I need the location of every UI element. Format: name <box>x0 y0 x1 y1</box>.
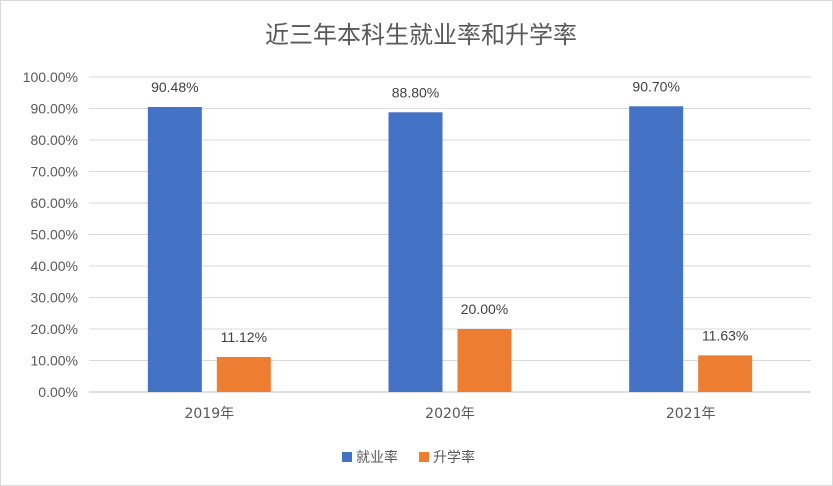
y-tick-label: 100.00% <box>23 69 78 85</box>
x-category-label: 2021年 <box>666 406 716 422</box>
x-axis-categories: 2019年 2020年 2021年 <box>185 406 716 422</box>
x-category-label: 2020年 <box>425 406 475 422</box>
data-label: 11.63% <box>702 327 748 343</box>
data-label: 88.80% <box>392 84 439 100</box>
y-tick-label: 30.00% <box>31 290 78 306</box>
legend: 就业率 升学率 <box>342 449 475 466</box>
y-tick-label: 40.00% <box>31 258 78 274</box>
y-tick-label: 10.00% <box>31 353 78 369</box>
y-axis-ticks: 0.00% 10.00% 20.00% 30.00% 40.00% 50.00% 60.00… <box>23 69 78 400</box>
chart-title: 近三年本科生就业率和升学率 <box>265 21 577 49</box>
y-tick-label: 50.00% <box>31 227 78 243</box>
bar-employment <box>629 106 684 393</box>
data-label: 20.00% <box>461 301 508 317</box>
y-tick-label: 80.00% <box>31 132 78 148</box>
bar-employment <box>147 106 202 392</box>
bar-employment <box>388 112 443 392</box>
bars: 90.48% 11.12% 88.80% 20.00% 90.70% 11.63% <box>147 78 753 393</box>
gridlines <box>89 76 811 393</box>
legend-label: 就业率 <box>356 449 398 466</box>
bar-further-study <box>457 329 512 392</box>
legend-swatch <box>342 452 352 462</box>
y-tick-label: 70.00% <box>31 164 78 180</box>
y-tick-label: 60.00% <box>31 195 78 211</box>
y-tick-label: 90.00% <box>31 101 78 117</box>
x-category-label: 2019年 <box>185 406 235 422</box>
bar-further-study <box>216 356 271 392</box>
legend-swatch <box>419 452 429 462</box>
bar-further-study <box>698 355 753 392</box>
y-tick-label: 20.00% <box>31 321 78 337</box>
data-label: 11.12% <box>221 329 267 345</box>
y-tick-label: 0.00% <box>38 384 78 400</box>
data-label: 90.48% <box>151 79 198 95</box>
legend-label: 升学率 <box>433 449 475 466</box>
data-label: 90.70% <box>632 78 679 94</box>
